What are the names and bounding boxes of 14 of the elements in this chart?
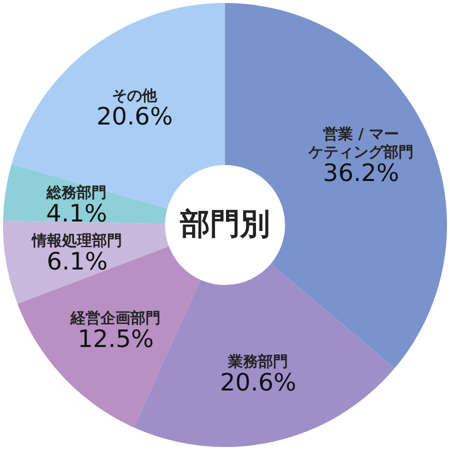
slice-label: その他 [112, 86, 158, 104]
slice-label: 情報処理部門 [31, 232, 122, 250]
slice-label: 経営企画部門 [70, 308, 161, 327]
data-label: 20.6% [96, 102, 173, 130]
data-label: 20.6% [220, 368, 296, 396]
slice-label: 総務部門 [46, 184, 107, 202]
data-label: 6.1% [46, 248, 108, 276]
text: 部門別 [179, 207, 270, 242]
data-label: 4.1% [46, 200, 108, 228]
data-label: 12.5% [78, 324, 154, 353]
donut-slice [17, 246, 200, 428]
slice-label: 業務部門 [227, 352, 288, 370]
data-label: 36.2% [322, 158, 400, 187]
slice-label: 営業 / マーケティング部門 [308, 124, 414, 161]
